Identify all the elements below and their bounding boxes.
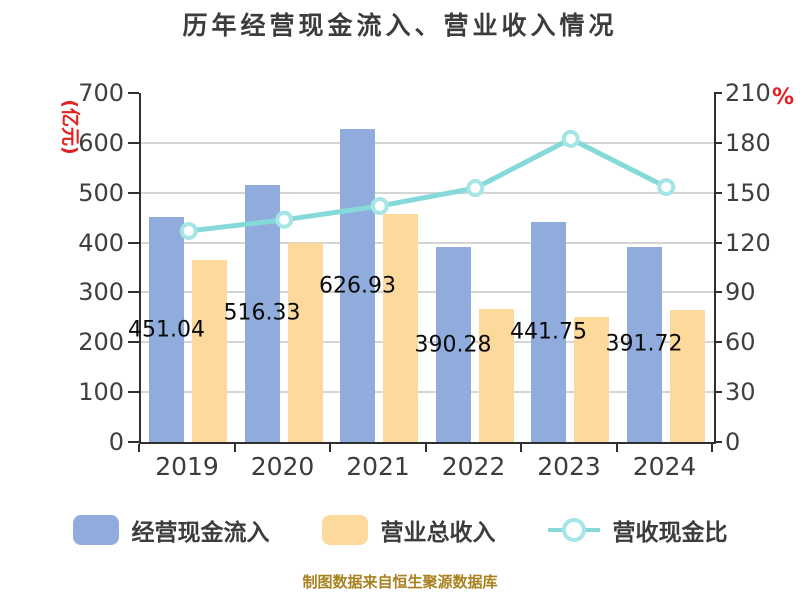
ratio-line-layer bbox=[179, 129, 676, 240]
year-label: 2019 bbox=[155, 452, 219, 481]
ratio-line bbox=[188, 136, 668, 234]
bar-value-label: 451.04 bbox=[128, 317, 205, 343]
ratio-marker bbox=[657, 178, 676, 197]
bar-revenue-2022 bbox=[478, 309, 514, 442]
x-axis-tick-mark bbox=[329, 444, 331, 452]
right-axis-tick-label: 150 bbox=[725, 178, 771, 207]
right-axis-tick-mark bbox=[714, 341, 722, 344]
x-axis-tick-mark bbox=[138, 444, 140, 452]
bar-revenue-2020 bbox=[287, 242, 323, 442]
right-axis-tick-label: 210 bbox=[725, 79, 771, 107]
right-axis-tick-mark bbox=[714, 241, 722, 244]
gridline bbox=[141, 391, 714, 394]
right-axis-tick-label: 60 bbox=[725, 328, 756, 357]
bar-value-label: 391.72 bbox=[605, 331, 683, 357]
left-axis-tick-mark bbox=[128, 341, 139, 344]
left-axis-tick-label: 100 bbox=[78, 378, 124, 407]
left-axis-tick-mark bbox=[128, 391, 139, 394]
right-axis-tick-mark bbox=[714, 391, 722, 394]
left-axis-tick-label: 500 bbox=[78, 178, 124, 207]
x-axis-tick-mark bbox=[520, 444, 522, 452]
legend-item-ratio: 营收现金比 bbox=[547, 513, 728, 547]
x-axis-tick-mark bbox=[233, 444, 236, 452]
legend-label-ratio: 营收现金比 bbox=[612, 520, 728, 546]
left-axis-tick-label: 200 bbox=[78, 328, 124, 357]
left-axis-tick-mark bbox=[128, 141, 139, 144]
bar-revenue-2019 bbox=[192, 260, 227, 442]
bar-cash-inflow-2020 bbox=[244, 184, 280, 442]
bar-cash-inflow-2021 bbox=[340, 129, 375, 442]
left-axis-tick-label: 700 bbox=[78, 79, 124, 107]
legend-label-cash-inflow: 经营现金流入 bbox=[131, 520, 270, 546]
left-axis-tick-label: 600 bbox=[78, 128, 124, 157]
gridline bbox=[141, 141, 714, 144]
gridline bbox=[141, 241, 714, 244]
bar-revenue-2024 bbox=[669, 310, 705, 442]
left-axis-tick-mark bbox=[128, 241, 139, 244]
right-axis-tick-label: 120 bbox=[725, 228, 771, 257]
legend-swatch-revenue bbox=[321, 515, 368, 545]
left-axis-tick-mark bbox=[128, 441, 139, 443]
bar-cash-inflow-2019 bbox=[149, 217, 184, 442]
bar-cash-inflow-2022 bbox=[435, 247, 471, 442]
legend-item-cash-inflow: 经营现金流入 bbox=[72, 513, 270, 547]
year-label: 2022 bbox=[441, 452, 506, 481]
right-axis-tick-label: 30 bbox=[725, 378, 756, 407]
x-axis-tick-mark bbox=[424, 444, 427, 452]
ratio-marker bbox=[179, 221, 198, 240]
x-axis-tick-mark bbox=[615, 444, 618, 452]
legend-label-revenue: 营业总收入 bbox=[380, 520, 496, 546]
right-axis-tick-mark bbox=[714, 92, 722, 94]
left-axis-tick-mark bbox=[128, 92, 139, 94]
left-axis-tick-mark bbox=[128, 191, 139, 194]
bar-cash-inflow-2023 bbox=[531, 221, 566, 442]
right-axis-tick-label: 180 bbox=[725, 128, 771, 157]
ratio-marker bbox=[370, 197, 389, 216]
right-axis-unit-label: % bbox=[772, 85, 795, 110]
chart-title: 历年经营现金流入、营业收入情况 bbox=[182, 11, 618, 40]
bar-value-label: 390.28 bbox=[414, 332, 492, 358]
bar-value-label: 441.75 bbox=[510, 319, 587, 345]
right-axis-tick-mark bbox=[714, 291, 722, 294]
right-axis-tick-mark bbox=[714, 141, 722, 144]
plot-area: 451.04 516.33 626.93 390.28 441.75 391.72 bbox=[128, 93, 716, 444]
right-axis-tick-mark bbox=[714, 441, 722, 443]
ratio-marker bbox=[561, 129, 580, 148]
left-axis-tick-label: 0 bbox=[108, 428, 124, 456]
bar-value-label: 626.93 bbox=[319, 273, 396, 299]
legend-line-marker-icon bbox=[547, 518, 600, 542]
bar-revenue-2023 bbox=[574, 317, 609, 442]
gridline bbox=[141, 291, 714, 294]
bar-cash-inflow-2024 bbox=[626, 246, 662, 442]
right-axis-tick-mark bbox=[714, 191, 722, 194]
x-axis-tick-mark bbox=[711, 444, 713, 452]
gridline bbox=[141, 191, 714, 194]
legend-swatch-cash-inflow bbox=[72, 515, 119, 545]
left-axis-tick-mark bbox=[128, 291, 139, 294]
legend: 经营现金流入 营业总收入 营收现金比 bbox=[0, 513, 800, 547]
year-label: 2021 bbox=[346, 452, 410, 481]
left-axis-tick-label: 300 bbox=[78, 278, 124, 307]
right-axis-tick-label: 90 bbox=[725, 278, 756, 307]
year-label: 2023 bbox=[537, 452, 601, 481]
gridline bbox=[141, 341, 714, 344]
legend-item-revenue: 营业总收入 bbox=[321, 513, 496, 547]
bar-value-label: 516.33 bbox=[223, 300, 301, 326]
left-axis-tick-label: 400 bbox=[78, 228, 124, 257]
ratio-marker bbox=[275, 210, 294, 229]
year-label: 2024 bbox=[632, 452, 697, 481]
footer-source-note: 制图数据来自恒生聚源数据库 bbox=[302, 573, 498, 591]
bar-revenue-2021 bbox=[383, 214, 418, 442]
right-axis-tick-label: 0 bbox=[725, 428, 741, 456]
year-label: 2020 bbox=[250, 452, 315, 481]
ratio-marker bbox=[466, 179, 485, 198]
